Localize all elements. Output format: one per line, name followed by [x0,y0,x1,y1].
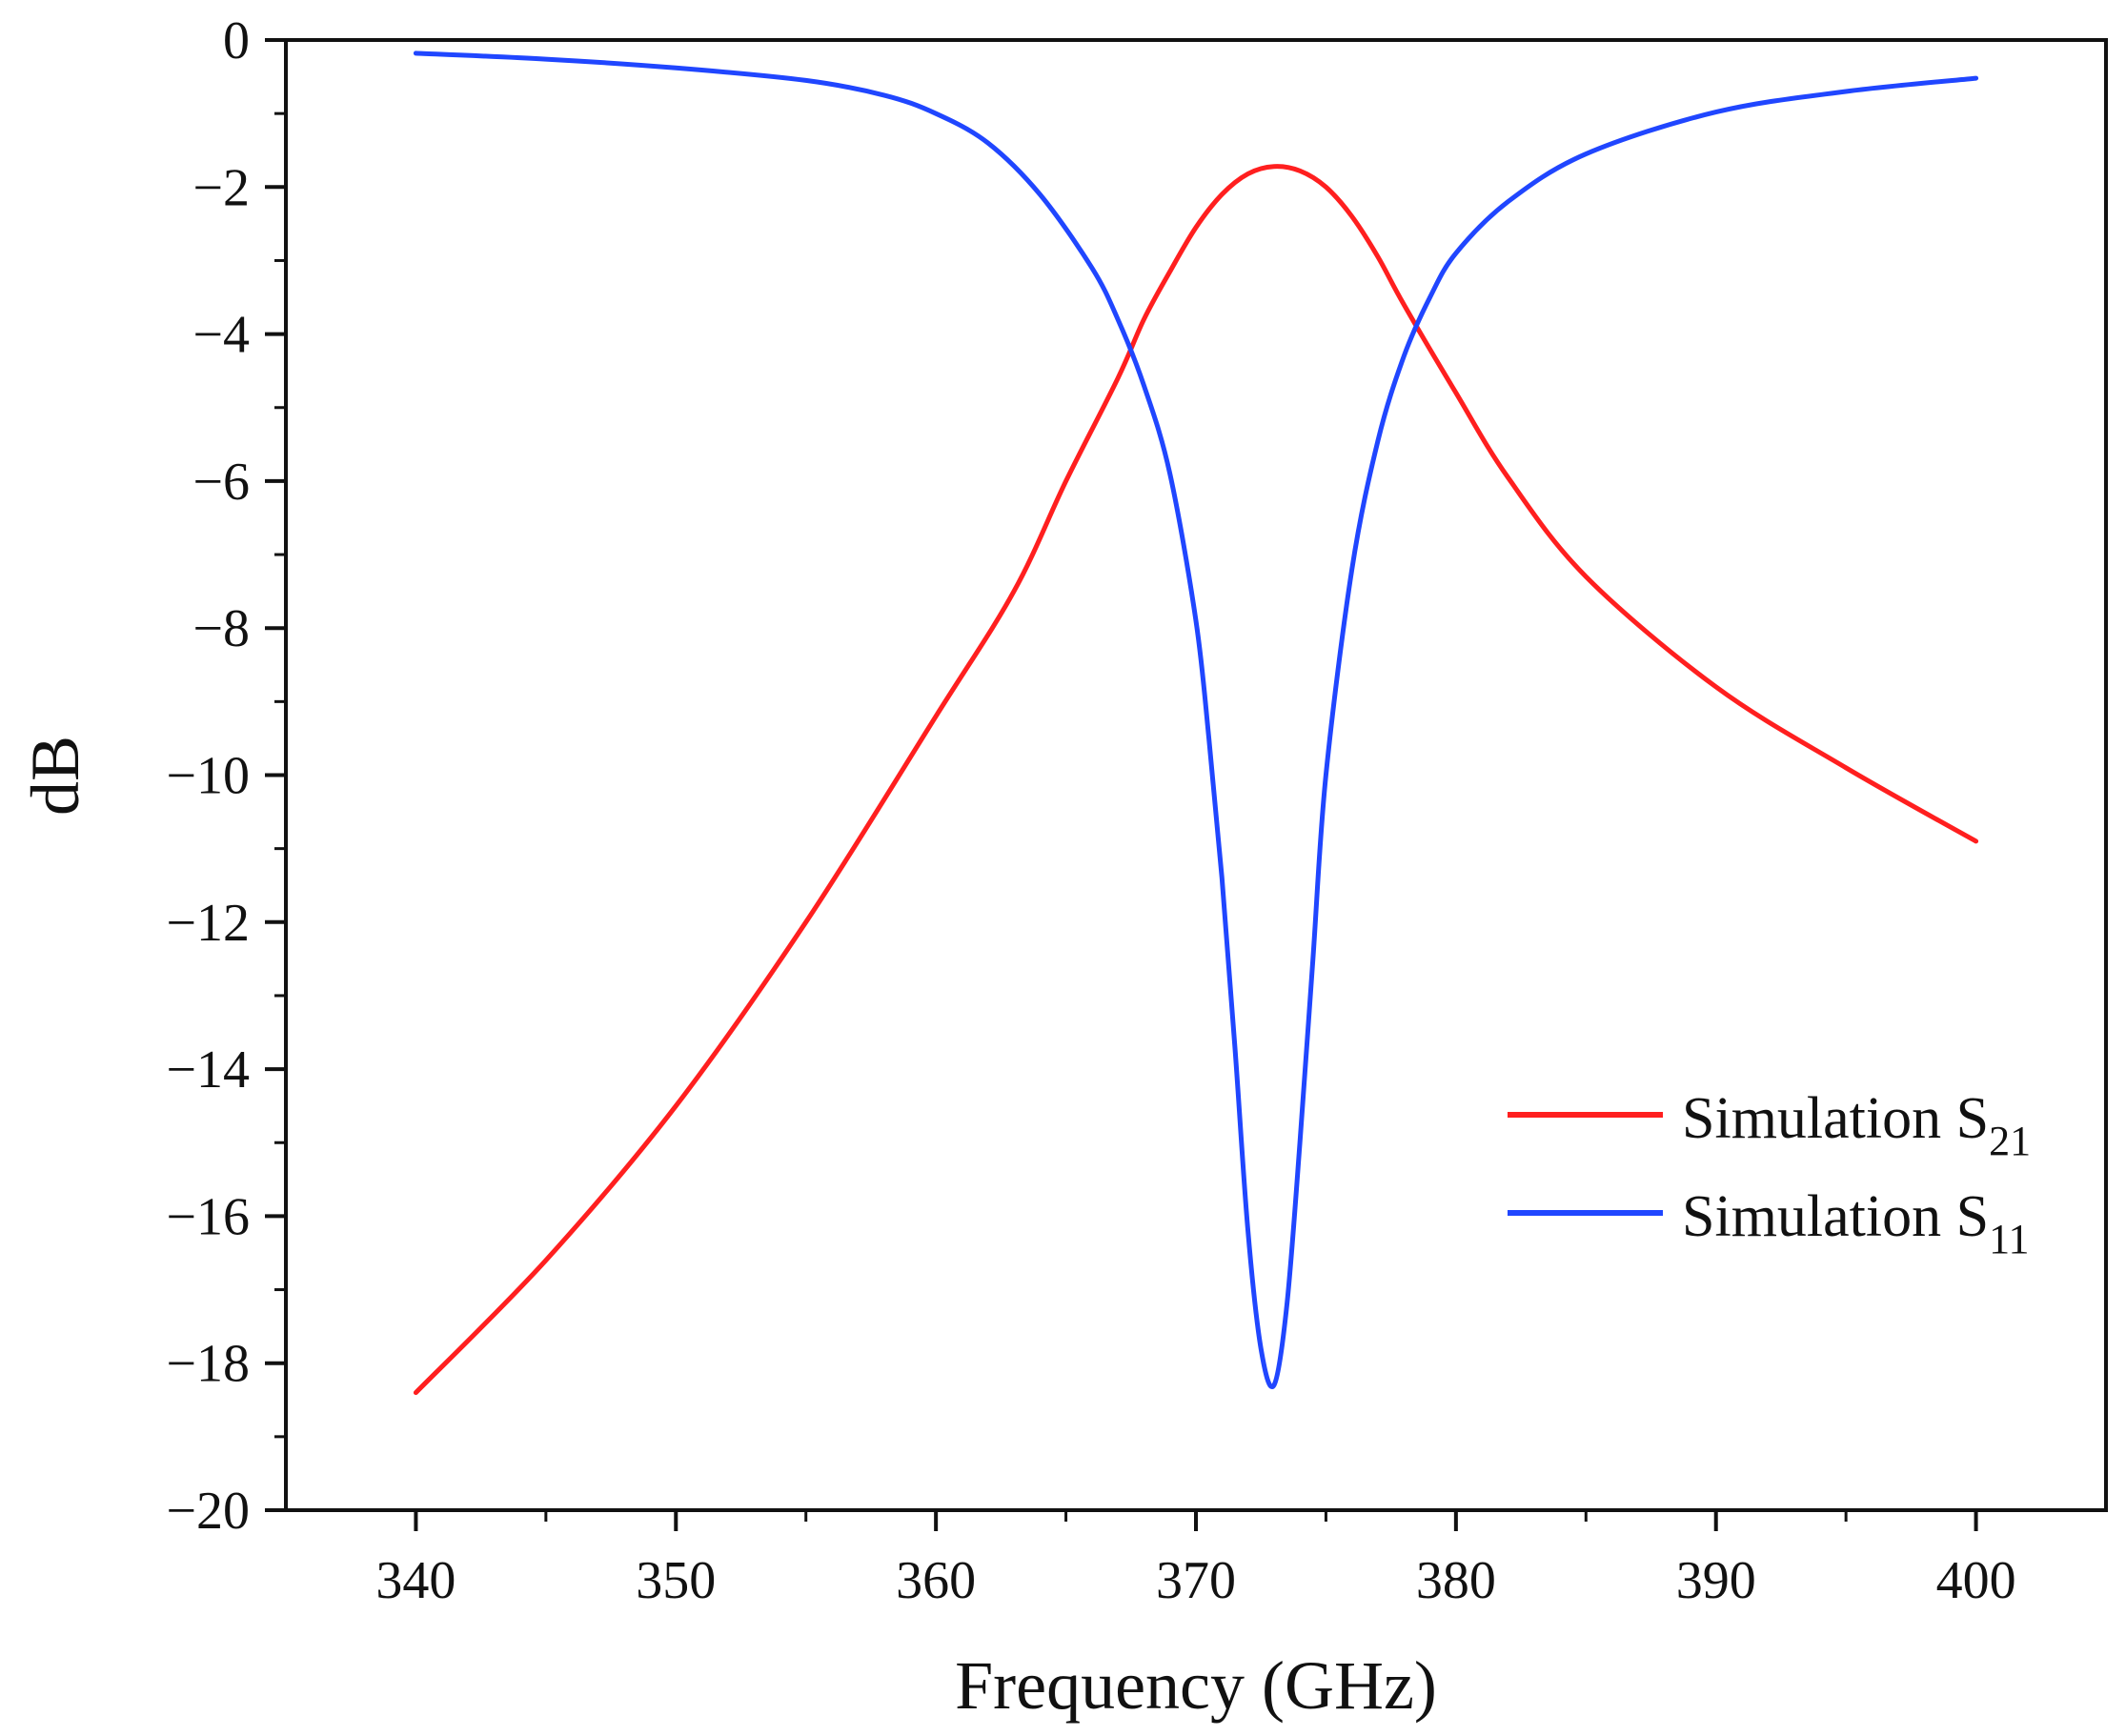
legend-label-s11: Simulation S11 [1682,1184,2029,1262]
legend-label-s21-text: Simulation S [1682,1086,1989,1151]
series-layer [413,50,1979,1396]
x-tick-label: 400 [1936,1551,2016,1610]
y-tick-label: 0 [223,11,250,71]
legend-label-s21-subscript: 21 [1989,1118,2031,1164]
x-tick-label: 350 [636,1551,716,1610]
y-tick-label: −16 [166,1187,250,1246]
plot-area-frame [284,38,2108,1512]
y-tick-label: −8 [192,599,250,658]
legend-label-s21: Simulation S21 [1682,1086,2031,1164]
y-tick-label: −10 [166,747,250,806]
x-tick-label: 370 [1156,1551,1236,1610]
y-tick-label: −18 [166,1335,250,1394]
y-tick-label: −20 [166,1482,250,1541]
y-tick-label: −2 [192,158,250,217]
y-tick-label: −12 [166,894,250,953]
legend-label-s11-subscript: 11 [1989,1216,2029,1262]
series-line-s11 [413,50,1979,1389]
x-tick-label: 360 [896,1551,976,1610]
x-tick-label: 340 [375,1551,456,1610]
legend-label-s11-text: Simulation S [1682,1184,1989,1249]
y-tick-label: −4 [192,306,250,365]
y-tick-label: −6 [192,453,250,512]
x-axis-label: Frequency (GHz) [955,1647,1437,1724]
y-tick-label: −14 [166,1040,250,1100]
x-tick-label: 390 [1676,1551,1756,1610]
x-tick-label: 380 [1416,1551,1496,1610]
legend: Simulation S21 Simulation S11 [1508,1086,2031,1262]
tick-layer: 340 350 360 370 380 390 400 0 −2 −4 −6 −8 −10 −12 −14 −… [166,11,2015,1610]
y-axis-label: dB [17,736,93,816]
series-line-s21 [413,164,1979,1396]
